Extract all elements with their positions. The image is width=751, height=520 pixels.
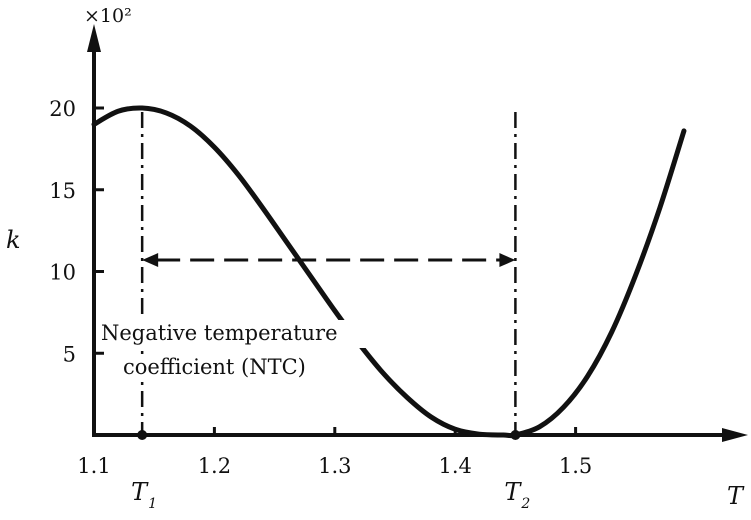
marker-point bbox=[137, 430, 148, 440]
x-tick-label: 1.4 bbox=[438, 454, 471, 478]
temperature-markers: T1 T2 bbox=[131, 112, 530, 512]
annotation-backdrop bbox=[100, 320, 390, 348]
x-tick-label: 1.5 bbox=[559, 454, 592, 478]
y-tick-label: 5 bbox=[63, 342, 76, 366]
y-axis-arrowhead bbox=[87, 24, 101, 52]
x-tick-label: 1.3 bbox=[318, 454, 351, 478]
y-axis-title: k bbox=[6, 226, 21, 254]
y-tick-label: 20 bbox=[49, 97, 76, 121]
x-tick-label: 1.2 bbox=[198, 454, 231, 478]
marker-label: T1 bbox=[131, 478, 157, 512]
marker-label-main: T bbox=[131, 478, 149, 506]
marker-label-main: T bbox=[504, 478, 522, 506]
ntc-range-arrow bbox=[142, 253, 516, 268]
marker-label-sub: 1 bbox=[148, 496, 157, 512]
annotation-backdrop-2 bbox=[122, 355, 362, 381]
x-axis-title: T bbox=[727, 482, 745, 510]
k-curve bbox=[91, 105, 687, 439]
ntc-annotation: Negative temperature coefficient (NTC) bbox=[100, 320, 390, 381]
range-arrowhead-left bbox=[142, 253, 159, 268]
marker-label: T2 bbox=[504, 478, 530, 512]
marker-label-sub: 2 bbox=[520, 496, 530, 512]
y-scale-label: ×10² bbox=[84, 5, 132, 27]
x-ticks: 1.1 1.2 1.3 1.4 1.5 bbox=[77, 427, 592, 478]
y-tick-label: 10 bbox=[49, 261, 76, 285]
range-arrowhead-right bbox=[499, 253, 516, 268]
annotation-line-1: Negative temperature bbox=[101, 321, 338, 345]
x-axis-arrowhead bbox=[722, 428, 748, 442]
axes bbox=[87, 24, 748, 442]
y-ticks: 5 10 15 20 bbox=[49, 97, 104, 366]
x-tick-label: 1.1 bbox=[77, 454, 110, 478]
y-tick-label: 15 bbox=[49, 179, 76, 203]
annotation-line-2: coefficient (NTC) bbox=[123, 355, 306, 379]
